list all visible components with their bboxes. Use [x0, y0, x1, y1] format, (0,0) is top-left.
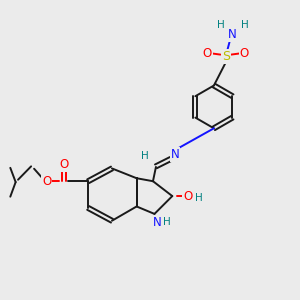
- Text: N: N: [228, 28, 237, 41]
- Text: H: H: [163, 217, 171, 227]
- Text: H: H: [195, 194, 202, 203]
- Text: H: H: [141, 151, 148, 161]
- Text: O: O: [59, 158, 68, 171]
- Text: S: S: [222, 50, 230, 63]
- Text: N: N: [152, 216, 161, 229]
- Text: H: H: [241, 20, 249, 31]
- Text: H: H: [217, 20, 225, 31]
- Text: O: O: [203, 47, 212, 60]
- Text: N: N: [171, 148, 180, 161]
- Text: O: O: [183, 190, 192, 202]
- Text: O: O: [240, 47, 249, 60]
- Text: O: O: [42, 175, 51, 188]
